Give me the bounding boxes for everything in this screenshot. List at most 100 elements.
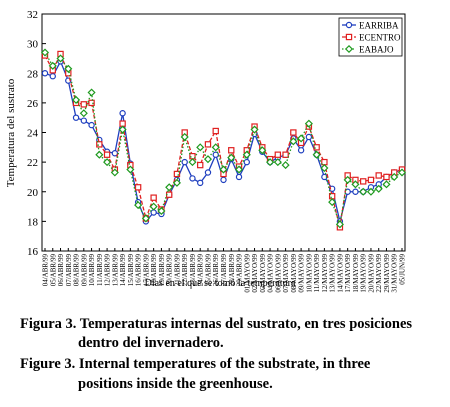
- point: [375, 172, 382, 179]
- x-tick-label: 29/ABR/99: [236, 254, 244, 287]
- legend-label: EABAJO: [359, 45, 394, 55]
- series-line: [44, 52, 403, 228]
- point: [234, 165, 244, 174]
- x-tick-label: 15/ABR/99: [127, 254, 135, 287]
- x-tick-label: 20/ABR/99: [166, 254, 174, 287]
- point: [266, 158, 275, 167]
- x-tick-label: 18/MAYO/99: [352, 254, 360, 293]
- point: [79, 109, 88, 118]
- y-tick-label: 16: [27, 246, 39, 258]
- point: [197, 179, 204, 187]
- x-tick-label: 11/MAYO/99: [313, 254, 321, 293]
- point: [250, 125, 259, 134]
- point: [110, 168, 119, 177]
- x-tick-label: 19/ABR/99: [158, 254, 166, 287]
- point: [80, 117, 88, 124]
- point: [181, 158, 188, 166]
- point: [352, 188, 359, 195]
- point: [290, 129, 297, 136]
- x-tick-label: 21/ABR/99: [173, 254, 181, 287]
- y-tick-label: 28: [27, 68, 39, 80]
- point: [397, 168, 407, 177]
- x-tick-label: 28/ABR/99: [228, 254, 236, 287]
- legend-label: ECENTRO: [359, 33, 401, 43]
- point: [305, 133, 313, 141]
- x-tick-label: 27/ABR/99: [220, 254, 228, 287]
- x-tick-label: 06/ABR/99: [57, 254, 65, 287]
- point: [150, 209, 157, 216]
- point: [235, 173, 243, 181]
- point: [320, 164, 329, 173]
- point: [359, 187, 368, 196]
- x-tick-label: 13/MAYO/99: [329, 254, 337, 293]
- point: [344, 44, 354, 54]
- point: [103, 158, 112, 167]
- point: [335, 220, 344, 229]
- x-axis-label: Dias en el que se tomó la temperatura: [145, 278, 296, 289]
- x-tick-label: 25/ABR/99: [204, 254, 212, 287]
- caption-line: Figure 3. Internal temperatures of the s…: [20, 356, 371, 372]
- y-tick-label: 20: [27, 187, 39, 199]
- point: [203, 155, 213, 164]
- x-tick-label: 04/MAYO/99: [267, 254, 275, 293]
- x-tick-label: 04/ABR/99: [42, 254, 50, 287]
- x-tick-label: 05/JUN/99: [399, 254, 407, 285]
- point: [197, 161, 204, 169]
- point: [88, 99, 95, 107]
- x-tick-label: 26/ABR/99: [212, 254, 220, 287]
- x-tick-label: 20/MAYO/99: [367, 254, 375, 293]
- x-tick-label: 23/ABR/99: [189, 254, 197, 287]
- point: [111, 150, 119, 157]
- caption-line: dentro del invernadero.: [78, 335, 224, 351]
- point: [359, 178, 367, 185]
- caption-line: positions inside the greenhouse.: [78, 376, 273, 392]
- point: [40, 48, 50, 57]
- x-tick-label: 14/MAYO/99: [336, 254, 344, 293]
- x-tick-label: 10/MAYO/99: [305, 254, 313, 293]
- x-tick-label: 22/MAYO/99: [375, 254, 383, 293]
- point: [220, 176, 227, 184]
- x-tick-label: 16/ABR/99: [135, 254, 143, 287]
- x-tick-label: 10/ABR/99: [88, 254, 96, 287]
- point: [366, 187, 376, 196]
- x-tick-label: 29/MAYO/99: [383, 254, 391, 293]
- point: [157, 206, 166, 216]
- caption-line: Figura 3. Temperaturas internas del sust…: [20, 316, 412, 332]
- point: [150, 194, 157, 201]
- point: [242, 150, 251, 159]
- point: [343, 175, 352, 184]
- point: [189, 175, 196, 182]
- point: [196, 143, 205, 152]
- x-tick-label: 19/MAYO/99: [360, 254, 368, 293]
- point: [49, 73, 56, 80]
- x-tick-label: 05/ABR/99: [49, 254, 57, 287]
- point: [103, 151, 111, 158]
- point: [281, 161, 290, 170]
- point: [64, 64, 73, 73]
- point: [304, 119, 313, 128]
- x-tick-label: 31/MAYO/99: [391, 254, 399, 293]
- x-tick-label: 12/MAYO/99: [321, 254, 329, 293]
- point: [273, 158, 282, 167]
- point: [119, 120, 126, 127]
- point: [134, 201, 143, 210]
- point: [345, 33, 353, 41]
- x-tick-label: 03/MAYO/99: [259, 254, 267, 293]
- point: [48, 61, 57, 70]
- point: [328, 198, 337, 207]
- x-tick-label: 24/ABR/99: [197, 254, 205, 287]
- x-tick-label: 08/ABR/99: [73, 254, 81, 287]
- x-tick-label: 17/ABR/99: [142, 254, 150, 287]
- x-tick-label: 06/MAYO/99: [274, 254, 282, 293]
- point: [383, 173, 390, 181]
- point: [313, 144, 320, 151]
- point: [71, 95, 81, 104]
- point: [297, 134, 306, 143]
- y-tick-label: 22: [27, 157, 38, 169]
- point: [228, 147, 235, 154]
- x-tick-label: 11/ABR/99: [96, 254, 104, 287]
- point: [328, 185, 336, 192]
- x-tick-label: 02/MAYO/99: [251, 254, 259, 293]
- point: [95, 150, 104, 159]
